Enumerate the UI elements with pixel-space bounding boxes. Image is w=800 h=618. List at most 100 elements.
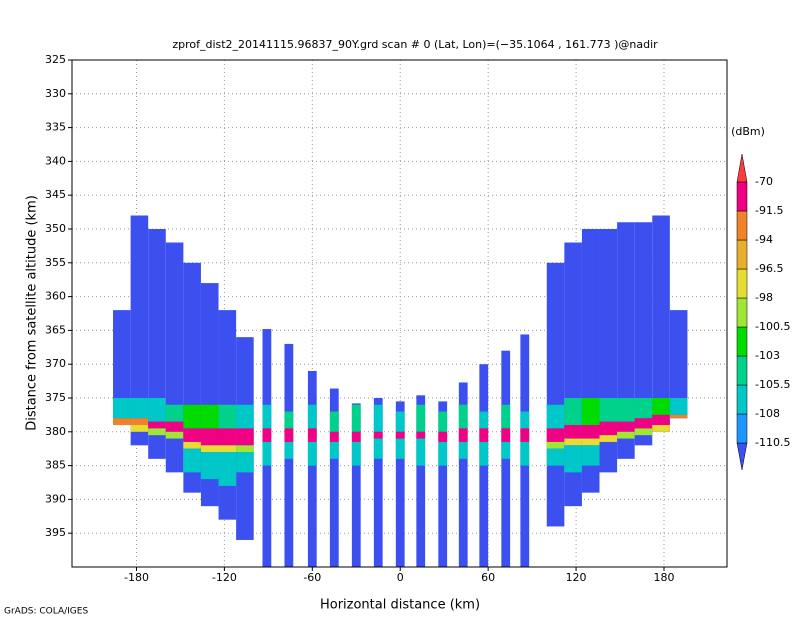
- colorbar-box: [736, 355, 748, 386]
- cell: [113, 418, 131, 426]
- cell: [113, 398, 131, 419]
- cell: [669, 414, 688, 419]
- cell: [183, 448, 201, 473]
- plot-frame: [71, 59, 728, 568]
- cell: [416, 438, 426, 466]
- y-tick-label: 345: [45, 188, 66, 201]
- cell: [373, 404, 383, 432]
- y-tick-label: 395: [45, 526, 66, 539]
- cell: [520, 411, 530, 429]
- cell: [458, 441, 468, 459]
- chart-title: zprof_dist2_20141115.96837_90Y.grd scan …: [172, 38, 658, 51]
- colorbar-box: [736, 181, 748, 212]
- cell: [200, 404, 219, 429]
- cell: [373, 431, 383, 439]
- colorbar-label: -108: [755, 407, 780, 420]
- cell: [148, 428, 166, 436]
- cell: [564, 398, 582, 426]
- cell: [329, 441, 339, 459]
- cell: [520, 428, 530, 442]
- cell: [599, 435, 618, 442]
- cell: [218, 428, 237, 446]
- cell: [564, 438, 582, 446]
- cell: [634, 428, 653, 436]
- y-tick-label: 390: [45, 492, 66, 505]
- cell: [599, 398, 618, 422]
- cell: [479, 441, 489, 466]
- colorbar-triangle: [736, 442, 748, 471]
- cell: [200, 445, 219, 453]
- cell: [395, 438, 405, 459]
- x-tick-label: -120: [212, 571, 237, 584]
- cell: [581, 445, 600, 466]
- cell: [599, 421, 618, 436]
- cell: [581, 425, 600, 439]
- colorbar-label: -94: [755, 233, 773, 246]
- cell: [148, 421, 166, 429]
- cell: [351, 431, 361, 442]
- column: [329, 388, 339, 567]
- column: [546, 262, 565, 527]
- colorbar-box: [736, 297, 748, 328]
- colorbar-label: -105.5: [755, 378, 790, 391]
- cell: [479, 411, 489, 429]
- cell: [581, 438, 600, 446]
- colorbar-triangle: [736, 153, 748, 183]
- y-tick-label: 370: [45, 357, 66, 370]
- cell: [652, 425, 670, 432]
- y-tick-label: 330: [45, 87, 66, 100]
- x-tick-label: 180: [653, 571, 674, 584]
- footer: GrADS: COLA/IGES: [4, 607, 88, 617]
- cell: [262, 428, 272, 442]
- cell: [617, 398, 635, 422]
- cell: [501, 428, 511, 442]
- cell: [262, 441, 272, 466]
- column: [373, 398, 383, 567]
- cell: [236, 445, 254, 453]
- cell: [183, 441, 201, 449]
- y-tick-label: 380: [45, 425, 66, 438]
- y-tick-label: 355: [45, 256, 66, 269]
- y-tick-label: 340: [45, 154, 66, 167]
- cell: [395, 431, 405, 439]
- cell: [284, 428, 294, 442]
- colorbar-box: [736, 239, 748, 270]
- x-tick-label: -60: [303, 571, 321, 584]
- cell: [652, 414, 670, 426]
- y-tick-label: 385: [45, 459, 66, 472]
- y-tick-label: 365: [45, 323, 66, 336]
- colorbar-label: -110.5: [755, 436, 790, 449]
- cell: [284, 441, 294, 459]
- cell: [200, 428, 219, 446]
- cell: [416, 431, 426, 439]
- colorbar-unit: (dBm): [731, 125, 765, 138]
- cell: [546, 404, 565, 429]
- cell: [165, 431, 184, 439]
- column: [652, 215, 670, 432]
- cell: [564, 425, 582, 439]
- x-axis-label: Horizontal distance (km): [320, 598, 480, 613]
- column: [130, 215, 149, 446]
- colorbar-box: [736, 268, 748, 299]
- colorbar-label: -103: [755, 349, 780, 362]
- column: [395, 401, 405, 567]
- column: [351, 403, 361, 567]
- column: [307, 370, 317, 567]
- column: [669, 310, 688, 419]
- cell: [130, 425, 149, 432]
- cell: [200, 452, 219, 480]
- colorbar-box: [736, 210, 748, 241]
- cell: [395, 411, 405, 432]
- y-axis-label: Distance from satellite altitude (km): [25, 195, 40, 431]
- cell: [581, 398, 600, 426]
- cell: [546, 428, 565, 442]
- cell: [438, 441, 448, 466]
- cell: [438, 411, 448, 432]
- y-tick-label: 325: [45, 53, 66, 66]
- cell: [130, 418, 149, 426]
- cell: [262, 404, 272, 429]
- colorbar-box: [736, 384, 748, 415]
- cell: [307, 428, 317, 442]
- cell: [307, 404, 317, 429]
- cell: [165, 421, 184, 432]
